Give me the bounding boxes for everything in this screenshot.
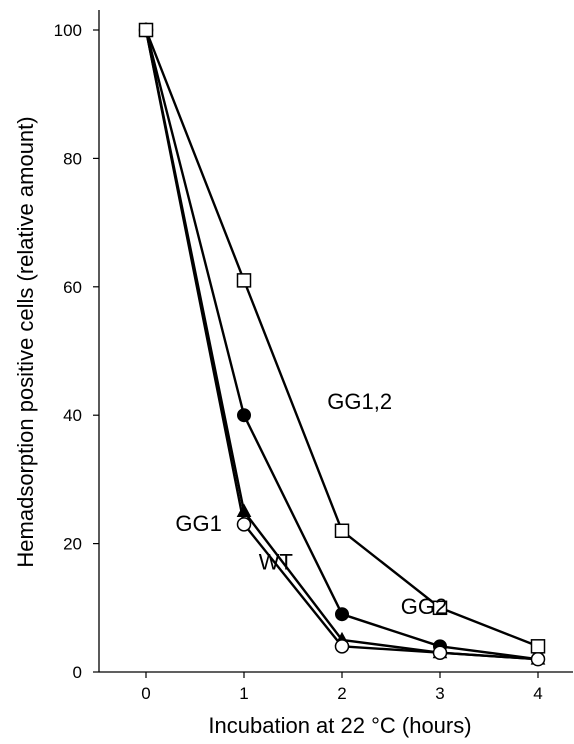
x-axis-ticks: 0 1 2 3 4 <box>141 672 543 703</box>
y-tick-label-60: 60 <box>63 278 82 297</box>
data-point-wt-1 <box>236 517 252 532</box>
data-point-gg1-2-3 <box>432 600 448 616</box>
data-point-gg2-1 <box>237 408 251 423</box>
series-lines <box>144 29 539 661</box>
data-point-gg1-2-2 <box>334 523 350 539</box>
y-tick-label-100: 100 <box>54 21 82 40</box>
y-tick-label-80: 80 <box>63 149 82 168</box>
series-line-wt <box>144 29 539 661</box>
x-tick-label-3: 3 <box>435 684 444 703</box>
series-line-gg1 <box>144 29 539 661</box>
annotation-gg1-2: GG1,2 <box>327 389 392 414</box>
series-line-gg1-2 <box>144 29 539 648</box>
series-annotations: GG1,2 GG2 GG1 WT <box>175 389 447 619</box>
annotation-wt: WT <box>259 549 293 574</box>
annotation-gg1: GG1 <box>175 511 221 536</box>
x-axis-title: Incubation at 22 °C (hours) <box>208 713 471 738</box>
y-axis-title: Hemadsorption positive cells (relative a… <box>13 116 38 567</box>
y-tick-label-0: 0 <box>73 663 82 682</box>
data-point-gg2-2 <box>335 607 349 622</box>
x-tick-label-4: 4 <box>533 684 542 703</box>
data-point-gg1-2-1 <box>236 273 252 288</box>
y-tick-label-20: 20 <box>63 535 82 554</box>
y-axis-ticks: 0 20 40 60 80 100 <box>54 21 99 682</box>
plot-frame <box>98 10 573 673</box>
data-point-wt-4 <box>530 651 546 667</box>
y-tick-label-40: 40 <box>63 406 82 425</box>
series-markers <box>138 21 546 667</box>
data-point-gg1-2-0 <box>138 22 154 38</box>
x-tick-label-1: 1 <box>239 684 248 703</box>
data-point-wt-3 <box>432 645 448 660</box>
series-line-gg2 <box>144 29 539 661</box>
data-point-gg1-1 <box>236 503 252 517</box>
data-point-wt-2 <box>334 639 350 654</box>
x-tick-label-0: 0 <box>141 684 150 703</box>
data-point-gg1-2-4 <box>530 639 546 654</box>
annotation-gg2: GG2 <box>401 594 447 619</box>
x-tick-label-2: 2 <box>337 684 346 703</box>
